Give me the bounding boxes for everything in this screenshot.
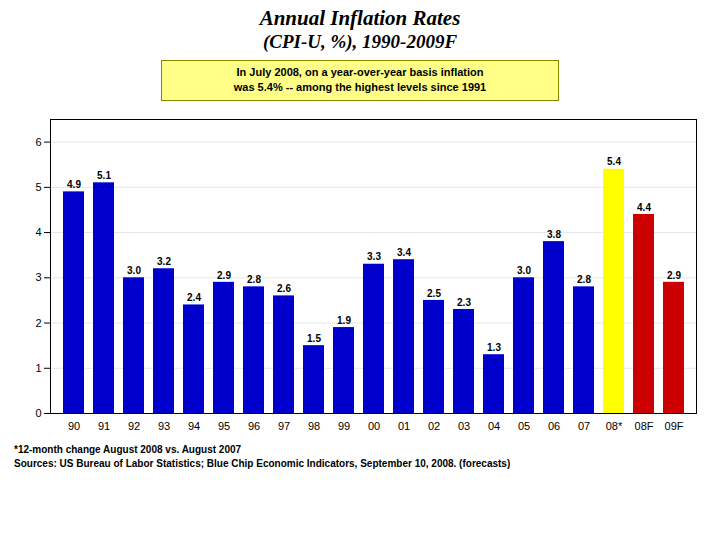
svg-text:97: 97 [278,420,290,432]
svg-text:2.9: 2.9 [217,269,231,280]
svg-text:02: 02 [428,420,440,432]
svg-text:95: 95 [218,420,230,432]
svg-text:4.9: 4.9 [67,179,81,190]
svg-text:1.3: 1.3 [487,342,501,353]
svg-text:05: 05 [518,420,530,432]
svg-text:2.8: 2.8 [577,274,591,285]
svg-text:08*: 08* [606,420,623,432]
svg-text:2.6: 2.6 [277,283,291,294]
svg-text:03: 03 [458,420,470,432]
html-text:Sources: US Bureau of Labor St: Sources: US Bureau of Labor Statistics; … [14,457,511,469]
svg-text:04: 04 [488,420,500,432]
svg-text:08F: 08F [635,420,654,432]
html-text:(CPI-U, %), 1990-2009F: (CPI-U, %), 1990-2009F [262,31,458,53]
svg-text:90: 90 [68,420,80,432]
svg-text:5.1: 5.1 [97,170,111,181]
svg-text:00: 00 [368,420,380,432]
svg-text:5: 5 [35,181,41,193]
svg-text:94: 94 [188,420,200,432]
svg-text:98: 98 [308,420,320,432]
svg-text:01: 01 [398,420,410,432]
svg-text:2.3: 2.3 [457,296,471,307]
svg-text:2.9: 2.9 [667,269,681,280]
svg-text:3.8: 3.8 [547,229,561,240]
svg-text:93: 93 [158,420,170,432]
svg-text:92: 92 [128,420,140,432]
svg-text:2: 2 [35,316,41,328]
html-text:*12-month change August 2008 v: *12-month change August 2008 vs. August … [14,443,242,455]
svg-text:2.4: 2.4 [187,292,201,303]
svg-text:5.4: 5.4 [607,156,621,167]
svg-text:3.0: 3.0 [517,265,531,276]
svg-text:2.8: 2.8 [247,274,261,285]
svg-text:96: 96 [248,420,260,432]
svg-text:91: 91 [98,420,110,432]
svg-text:2.5: 2.5 [427,287,441,298]
svg-text:3.3: 3.3 [367,251,381,262]
svg-text:4.4: 4.4 [637,201,651,212]
svg-text:1.5: 1.5 [307,333,321,344]
svg-text:3.4: 3.4 [397,247,411,258]
svg-text:06: 06 [548,420,560,432]
html-text:In July 2008, on a year-over-y: In July 2008, on a year-over-year basis … [233,66,487,94]
svg-text:3: 3 [35,271,41,283]
svg-text:6: 6 [35,135,41,147]
svg-text:0: 0 [35,407,41,419]
svg-text:1: 1 [35,362,41,374]
svg-text:1.9: 1.9 [337,315,351,326]
svg-text:07: 07 [578,420,590,432]
svg-text:3.2: 3.2 [157,256,171,267]
svg-text:4: 4 [35,226,41,238]
svg-text:3.0: 3.0 [127,265,141,276]
html-text:Annual Inflation Rates: Annual Inflation Rates [259,6,461,30]
svg-text:09F: 09F [665,420,684,432]
svg-text:99: 99 [338,420,350,432]
